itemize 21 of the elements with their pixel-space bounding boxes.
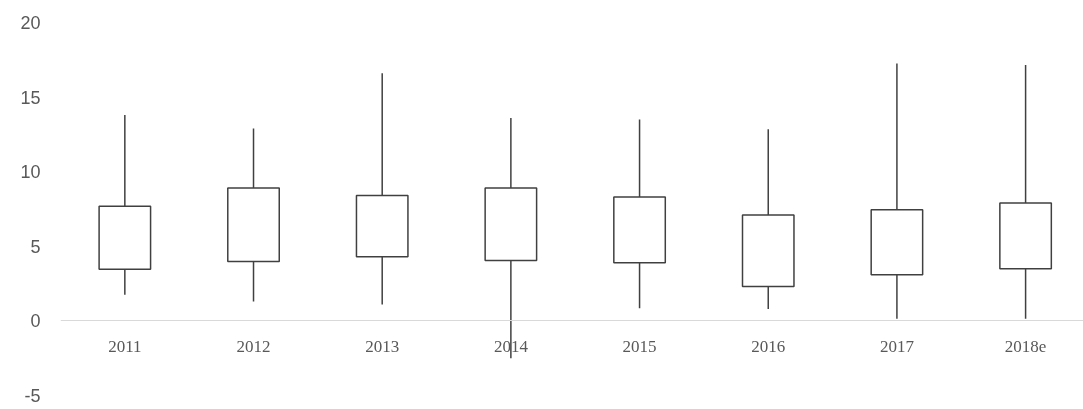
x-tick-label: 2018e: [1004, 336, 1047, 356]
candlestick: [98, 114, 152, 296]
y-tick-label: 10: [20, 162, 41, 183]
y-tick-label: 0: [30, 311, 41, 332]
candlestick: [484, 117, 538, 359]
candlestick: [741, 128, 795, 310]
candlestick: [227, 127, 280, 303]
candlestick: [613, 118, 667, 309]
y-tick-label: 5: [30, 236, 41, 257]
candlestick: [870, 62, 924, 320]
x-tick-label: 2012: [236, 336, 271, 356]
x-tick-label: 2016: [751, 336, 786, 356]
x-tick-label: 2011: [108, 336, 142, 356]
y-tick-label: -5: [24, 386, 41, 406]
x-tick-label: 2013: [365, 336, 400, 356]
x-tick-label: 2015: [622, 336, 657, 356]
candlestick: [999, 64, 1053, 320]
candlestick: [355, 72, 409, 306]
y-tick-label: 15: [20, 87, 41, 108]
x-tick-label: 2017: [879, 336, 915, 356]
y-tick-label: 20: [20, 13, 41, 33]
